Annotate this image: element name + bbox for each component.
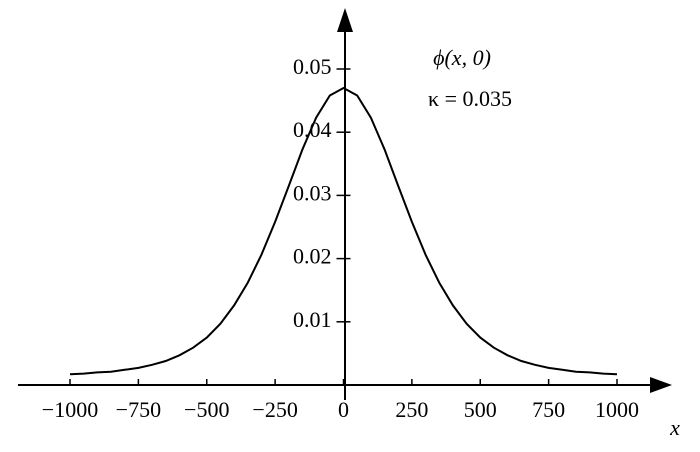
x-tick-label: −750 — [116, 397, 161, 422]
x-tick-label: 500 — [464, 397, 497, 422]
y-tick-label: 0.01 — [293, 307, 332, 332]
x-tick-label: −1000 — [42, 397, 98, 422]
x-axis-arrow — [650, 377, 672, 393]
y-tick-label: 0.05 — [293, 54, 332, 79]
y-tick-label: 0.04 — [293, 117, 332, 142]
x-tick-label: 250 — [395, 397, 428, 422]
x-tick-label: 750 — [532, 397, 565, 422]
y-tick-label: 0.02 — [293, 244, 332, 269]
annotation: κ = 0.035 — [428, 86, 512, 111]
x-tick-label: 0 — [338, 397, 349, 422]
annotation: ϕ(x, 0) — [433, 45, 491, 70]
x-axis-label: x — [669, 415, 680, 440]
line — [69, 86, 618, 376]
y-tick-label: 0.03 — [293, 180, 332, 205]
x-tick-label: −500 — [184, 397, 229, 422]
y-axis-arrow — [337, 8, 353, 32]
x-tick-label: −250 — [252, 397, 297, 422]
x-tick-label: 1000 — [595, 397, 639, 422]
